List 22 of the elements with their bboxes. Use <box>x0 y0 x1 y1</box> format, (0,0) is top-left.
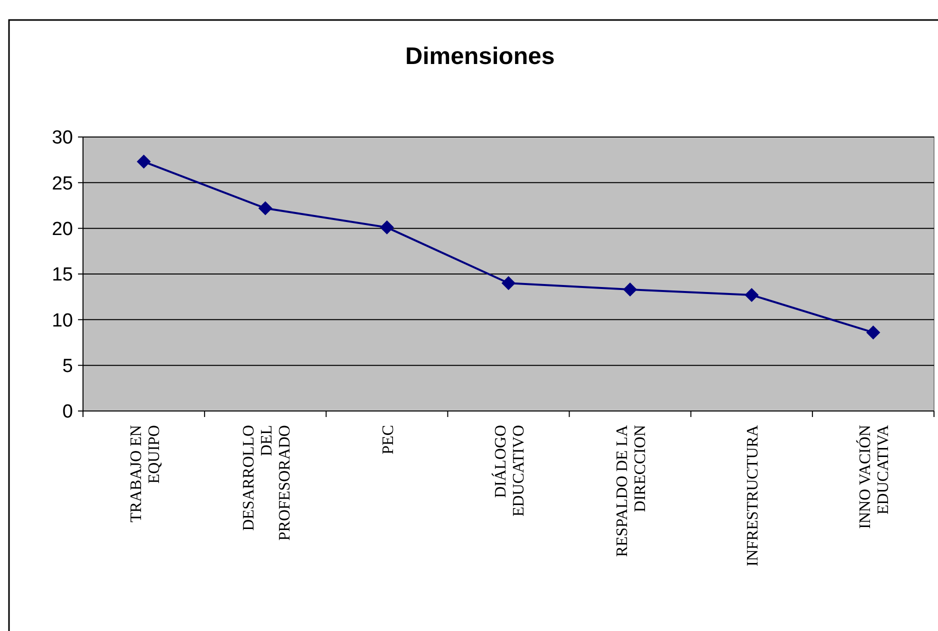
x-tick-label: TRABAJO EN EQUIPO <box>128 424 163 522</box>
chart-title: Dimensiones <box>405 43 555 70</box>
point <box>136 154 151 169</box>
point <box>744 288 759 302</box>
point <box>502 276 516 290</box>
y-tick-label: 30 <box>52 128 73 149</box>
y-tick-label: 20 <box>52 218 73 240</box>
x-tick-label: DIÁLOGO EDUCATIVO <box>492 425 528 517</box>
point <box>258 201 272 216</box>
point <box>866 325 880 340</box>
y-tick-label: 10 <box>52 310 73 332</box>
x-tick-label: RESPALDO DE LA DIRECCION <box>614 424 650 557</box>
y-tick-label: 0 <box>62 402 73 423</box>
point <box>623 282 638 297</box>
y-tick-label: 5 <box>62 356 73 377</box>
x-tick-label: INFRESTRUCTURA <box>744 424 762 566</box>
y-tick-label: 25 <box>52 173 73 194</box>
x-tick-label: PEC <box>380 425 397 454</box>
y-tick-label: 15 <box>52 264 73 286</box>
x-tick-label: DESARROLLO DEL PROFESORADO <box>240 425 294 541</box>
point <box>380 220 394 234</box>
x-tick-label: INNO VACIÓN EDUCATIVA <box>856 424 892 529</box>
